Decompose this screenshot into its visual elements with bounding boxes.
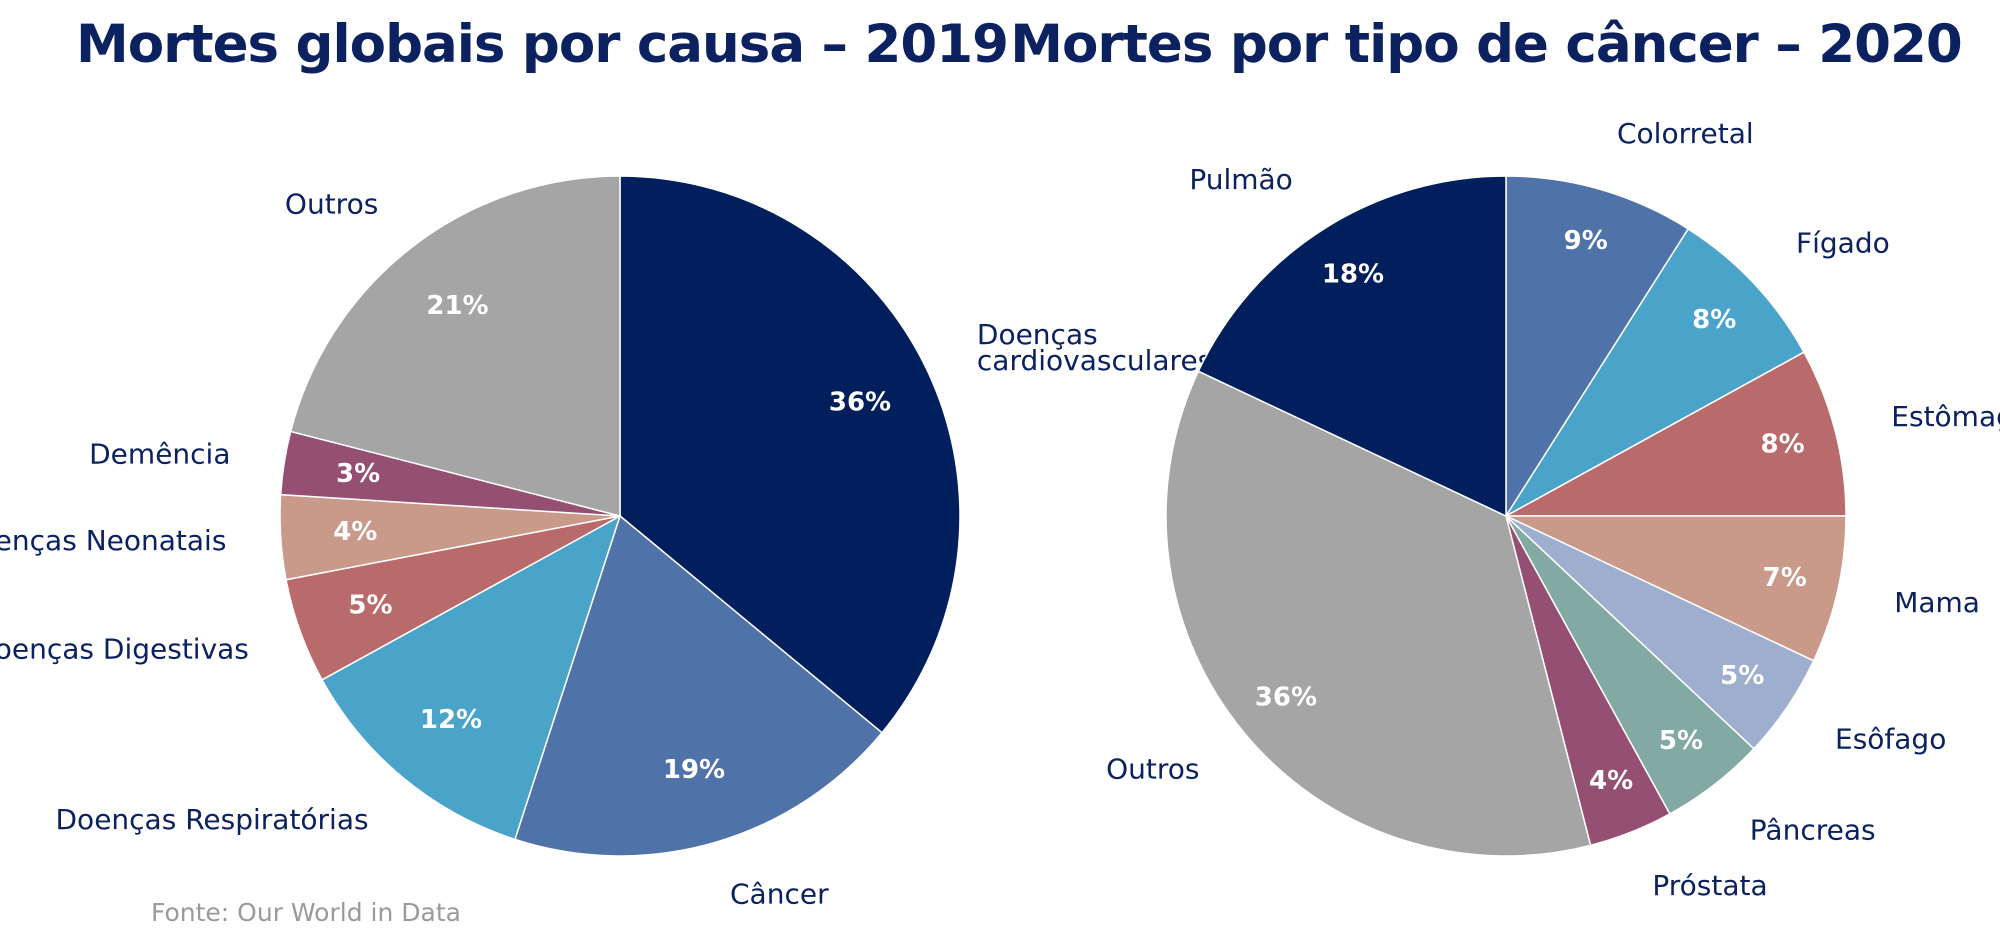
pie-slice-estomago [1505, 351, 1847, 517]
chart-title-left: Mortes globais por causa – 2019 [75, 14, 1009, 75]
data-label-outros: 21% [426, 291, 488, 321]
pie-slice-doencas-respiratorias [321, 514, 622, 841]
slice-label-estomago: Estômago [1891, 400, 2000, 433]
slice-label-colorretal: Colorretal [1617, 117, 1754, 150]
slice-label-mama: Mama [1894, 586, 1980, 619]
data-label-doencas-neonatais: 4% [333, 517, 377, 547]
slice-label-doencas-neonatais: Doenças Neonatais [0, 524, 226, 557]
slice-label-doencas-respiratorias: Doenças Respiratórias [56, 803, 369, 836]
pie-slice-mama [1505, 515, 1847, 662]
source-note: Fonte: Our World in Data [151, 898, 461, 927]
pie-slice-outros [1165, 370, 1592, 857]
slice-label-demencia: Demência [89, 437, 230, 470]
data-label-pulmao: 18% [1322, 259, 1384, 289]
data-label-pancreas: 5% [1659, 726, 1703, 756]
slice-label-outros: Outros [1106, 753, 1199, 786]
slice-label-prostata: Próstata [1652, 869, 1767, 902]
pie-slice-colorretal [1505, 175, 1690, 519]
pie-slice-cancer [513, 514, 884, 857]
chart-title-right: Mortes por tipo de câncer – 2020 [1010, 14, 1962, 75]
data-label-doencas-digestivas: 5% [348, 590, 392, 620]
pie-slice-pulmao [1197, 175, 1507, 518]
slice-label-figado: Fígado [1796, 227, 1890, 260]
slice-label-outros: Outros [285, 187, 378, 220]
slice-label-pulmao: Pulmão [1189, 163, 1292, 196]
slice-label-doencas-digestivas: Doenças Digestivas [0, 633, 249, 666]
pie-right: 9% Colorretal 8% Fígado 8% Estômago 7% Mama 5% Es… [1106, 117, 2000, 902]
data-label-demencia: 3% [336, 459, 380, 489]
slice-label-pancreas: Pâncreas [1750, 813, 1876, 846]
pie-left: 36% Doenças cardiovasculares 19% Câncer 12% Do… [0, 175, 1212, 911]
data-label-outros: 36% [1255, 683, 1317, 713]
data-label-colorretal: 9% [1564, 226, 1608, 256]
data-label-doencas-cardiovasculares: 36% [829, 388, 891, 418]
data-label-estomago: 8% [1761, 430, 1805, 460]
pie-slice-doencas-cardiovasculares [619, 175, 961, 734]
data-label-prostata: 4% [1589, 766, 1633, 796]
slice-label-doencas-cardiovasculares: Doenças cardiovasculares [977, 318, 1212, 377]
data-label-mama: 7% [1763, 563, 1807, 593]
slice-label-esofago: Esôfago [1835, 723, 1946, 756]
data-label-esofago: 5% [1720, 661, 1764, 691]
slice-label-cancer: Câncer [730, 878, 829, 911]
data-label-doencas-respiratorias: 12% [420, 705, 482, 735]
data-label-figado: 8% [1692, 305, 1736, 335]
pie-slice-figado [1505, 227, 1805, 517]
pie-slice-outros [289, 175, 621, 517]
data-label-cancer: 19% [663, 755, 725, 785]
